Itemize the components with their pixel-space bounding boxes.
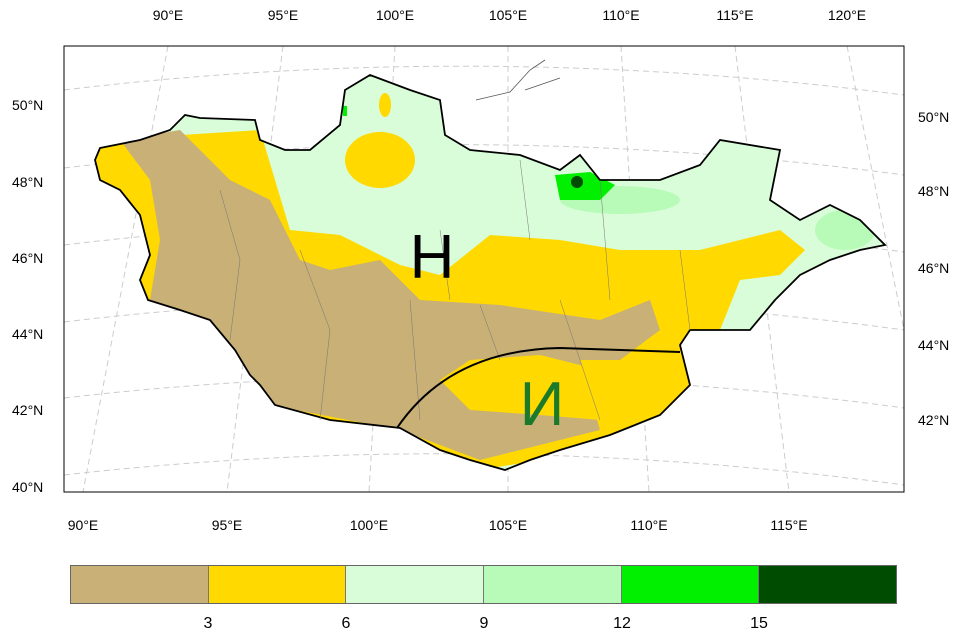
- lon-label-top: 120°E: [827, 7, 867, 23]
- lon-label-bottom: 90°E: [67, 517, 99, 533]
- map-frame: [63, 45, 905, 493]
- lat-label-right: 44°N: [918, 337, 950, 353]
- colorbar-label: 12: [613, 615, 631, 632]
- region-label-north: Н: [410, 223, 455, 292]
- colorbar-box: [484, 566, 622, 603]
- lat-label-left: 42°N: [12, 402, 44, 418]
- lon-label-bottom: 115°E: [770, 517, 808, 533]
- lat-label-left: 44°N: [12, 326, 44, 342]
- lon-label-bottom: 105°E: [488, 517, 528, 533]
- colorbar-box: [621, 566, 760, 603]
- colorbar: [70, 565, 897, 604]
- lon-label-bottom: 100°E: [349, 517, 389, 533]
- colorbar-label: 6: [341, 615, 351, 632]
- lon-label-top: 100°E: [375, 7, 415, 23]
- lon-label-top: 105°E: [488, 7, 528, 23]
- lat-label-left: 48°N: [12, 174, 44, 190]
- lon-label-top: 110°E: [602, 7, 640, 23]
- region-boundary-line: [396, 346, 681, 429]
- colorbar-box: [71, 566, 209, 603]
- lon-label-bottom: 110°E: [630, 517, 668, 533]
- colorbar-label: 15: [750, 615, 768, 632]
- colorbar-label: 3: [203, 615, 213, 632]
- lat-label-left: 50°N: [12, 97, 44, 113]
- colorbar-box: [346, 566, 485, 603]
- lat-label-left: 46°N: [12, 250, 44, 266]
- colorbar-box: [759, 566, 897, 603]
- lon-label-top: 115°E: [716, 7, 754, 23]
- lat-label-left: 40°N: [12, 479, 44, 495]
- lon-label-top: 90°E: [152, 7, 184, 23]
- lat-label-right: 42°N: [918, 412, 950, 428]
- colorbar-label: 9: [479, 615, 489, 632]
- lat-label-right: 46°N: [918, 260, 950, 276]
- mongolia-map: Н И: [63, 45, 905, 493]
- colorbar-box: [208, 566, 347, 603]
- precipitation-fill: [95, 75, 885, 470]
- lon-label-bottom: 95°E: [211, 517, 243, 533]
- province-borders: [219, 159, 691, 421]
- lat-label-right: 50°N: [918, 109, 950, 125]
- lon-label-top: 95°E: [267, 7, 299, 23]
- lake-baikal-outline: [475, 59, 561, 101]
- region-label-south: И: [520, 370, 565, 439]
- lat-label-right: 48°N: [918, 183, 950, 199]
